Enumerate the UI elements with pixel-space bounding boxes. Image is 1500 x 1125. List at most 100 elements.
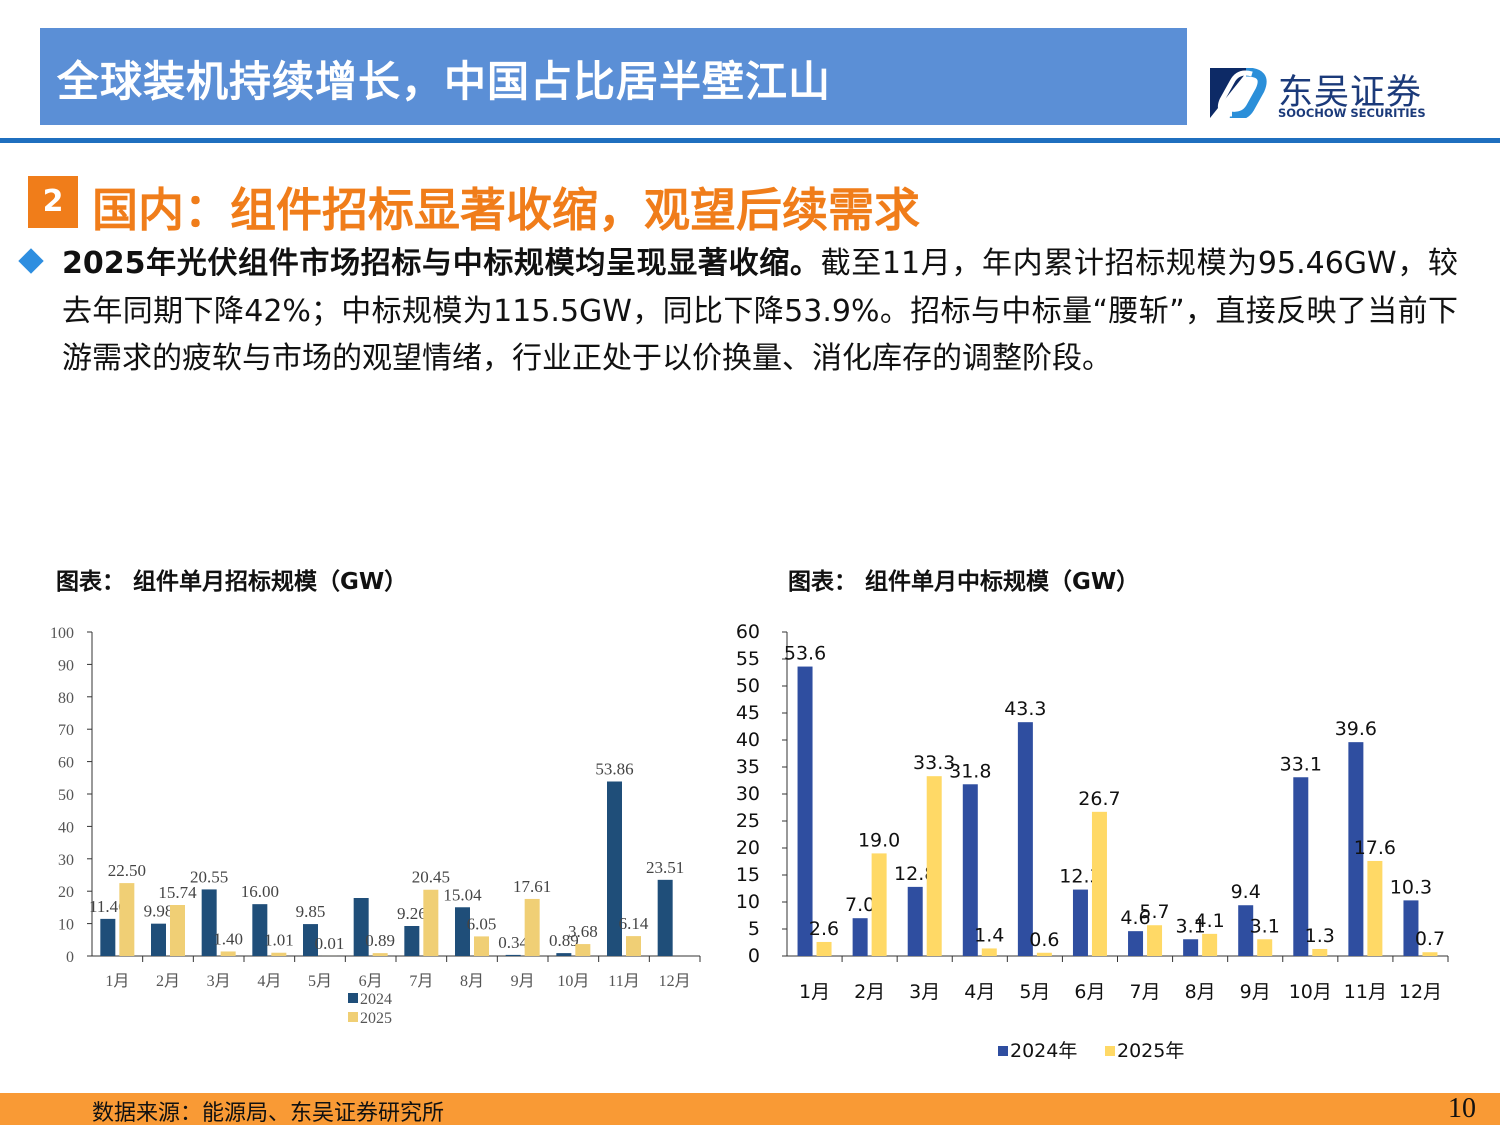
chart-title-bidding: 图表： 组件单月招标规模（GW） <box>56 569 408 595</box>
data-label: 4.1 <box>1195 910 1225 932</box>
x-tick-label: 3月 <box>207 973 231 990</box>
data-label: 33.1 <box>1280 753 1322 775</box>
data-label: 9.98 <box>144 902 174 921</box>
y-tick-label: 10 <box>58 917 74 934</box>
bar-2025-3月 <box>220 951 236 956</box>
y-tick-label: 0 <box>66 949 74 966</box>
y-tick-label: 80 <box>58 690 74 707</box>
bar-2025-7月 <box>423 889 439 956</box>
data-label: 17.6 <box>1354 837 1396 859</box>
data-label: 12.8 <box>894 863 936 885</box>
x-tick-label: 12月 <box>1399 981 1442 1003</box>
y-tick-label: 25 <box>736 810 760 832</box>
data-label: 23.51 <box>646 858 684 877</box>
legend-label: 2025 <box>360 1010 392 1027</box>
page-number: 10 <box>1448 1093 1476 1124</box>
bar-2024-8月 <box>455 907 470 956</box>
bar-2024年-7月 <box>1128 931 1144 956</box>
legend-label: 2024 <box>360 991 392 1008</box>
bar-2024年-1月 <box>797 666 813 956</box>
y-tick-label: 0 <box>748 945 760 967</box>
y-tick-label: 40 <box>736 729 760 751</box>
data-label: 1.3 <box>1305 925 1335 947</box>
data-label: 3.68 <box>568 922 598 941</box>
data-label: 53.86 <box>595 759 633 778</box>
legend-label: 2025年 <box>1117 1040 1184 1062</box>
x-tick-label: 3月 <box>909 981 940 1003</box>
bar-2024-7月 <box>404 925 420 956</box>
chart-title-awarded: 图表： 组件单月中标规模（GW） <box>788 569 1140 595</box>
bar-2024年-2月 <box>852 918 868 956</box>
x-tick-label: 7月 <box>1129 981 1160 1003</box>
data-label: 53.6 <box>784 643 826 665</box>
bar-2025年-11月 <box>1367 860 1383 956</box>
bar-2024年-6月 <box>1072 889 1088 956</box>
data-label: 33.3 <box>913 752 955 774</box>
bar-2024年-9月 <box>1238 905 1254 956</box>
data-label: 9.4 <box>1231 881 1261 903</box>
logo-text-cn: 东吴证券 <box>1278 73 1423 113</box>
x-tick-label: 6月 <box>1074 981 1105 1003</box>
data-label: 22.50 <box>108 861 146 880</box>
data-label: 20.45 <box>412 868 450 887</box>
bar-2024年-5月 <box>1017 722 1033 956</box>
data-label: 0.89 <box>549 931 579 950</box>
bar-2025年-1月 <box>816 941 832 956</box>
x-tick-label: 4月 <box>257 973 281 990</box>
x-tick-label: 9月 <box>511 973 535 990</box>
bar-2024-12月 <box>657 879 673 956</box>
bar-2025-2月 <box>170 905 185 956</box>
y-tick-label: 10 <box>736 891 760 913</box>
bar-2024年-12月 <box>1403 900 1419 956</box>
bar-2025年-2月 <box>871 853 887 956</box>
bar-2025-10月 <box>575 944 591 956</box>
y-tick-label: 60 <box>58 755 74 772</box>
x-tick-label: 10月 <box>557 973 589 990</box>
header-title: 全球装机持续增长，中国占比居半壁江山 <box>57 57 832 106</box>
bar-2024-9月 <box>505 954 521 956</box>
data-label: 9.85 <box>296 902 326 921</box>
y-tick-label: 50 <box>58 787 74 804</box>
bar-2024年-10月 <box>1293 777 1309 956</box>
bar-2024年-11月 <box>1348 742 1364 956</box>
bar-2024-1月 <box>100 918 116 956</box>
bar-2025年-6月 <box>1091 811 1107 956</box>
y-tick-label: 100 <box>50 625 74 642</box>
data-label: 31.8 <box>949 760 991 782</box>
x-tick-label: 8月 <box>1185 981 1216 1003</box>
data-label: 5.7 <box>1139 901 1169 923</box>
legend-swatch <box>1105 1046 1115 1056</box>
x-tick-label: 1月 <box>105 973 129 990</box>
section-title: 国内：组件招标显著收缩，观望后续需求 <box>92 183 920 237</box>
data-label: 43.3 <box>1004 698 1046 720</box>
y-tick-label: 45 <box>736 702 760 724</box>
data-label: 19.0 <box>858 829 900 851</box>
data-label: 1.4 <box>974 924 1004 946</box>
legend-swatch <box>998 1046 1008 1056</box>
data-label: 3.1 <box>1250 915 1280 937</box>
body-paragraph: 2025年光伏组件市场招标与中标规模均呈现显著收缩。截至11月，年内累计招标规模… <box>62 240 1458 383</box>
x-tick-label: 2月 <box>156 973 180 990</box>
logo-text-en: SOOCHOW SECURITIES <box>1278 106 1426 120</box>
y-tick-label: 40 <box>58 819 74 836</box>
header-bar: 全球装机持续增长，中国占比居半壁江山 <box>40 28 1187 125</box>
data-label: 6.05 <box>467 914 497 933</box>
bar-2024-4月 <box>252 904 268 956</box>
data-label: 15.04 <box>443 885 482 904</box>
y-tick-label: 30 <box>736 783 760 805</box>
bar-2024-2月 <box>151 923 166 956</box>
data-label: 0.7 <box>1415 928 1445 950</box>
bar-2025-8月 <box>474 936 489 956</box>
bar-2025年-4月 <box>981 948 997 956</box>
bar-2025-11月 <box>626 936 641 956</box>
data-label: 6.14 <box>619 914 649 933</box>
bar-2025年-5月 <box>1036 952 1052 956</box>
y-tick-label: 5 <box>748 918 760 940</box>
data-label: 20.55 <box>190 867 228 886</box>
bar-2025-1月 <box>119 883 135 956</box>
data-label: 10.3 <box>1390 876 1432 898</box>
data-label: 12.3 <box>1059 866 1101 888</box>
x-tick-label: 10月 <box>1289 981 1332 1003</box>
data-source: 数据来源：能源局、东吴证券研究所 <box>92 1101 445 1125</box>
